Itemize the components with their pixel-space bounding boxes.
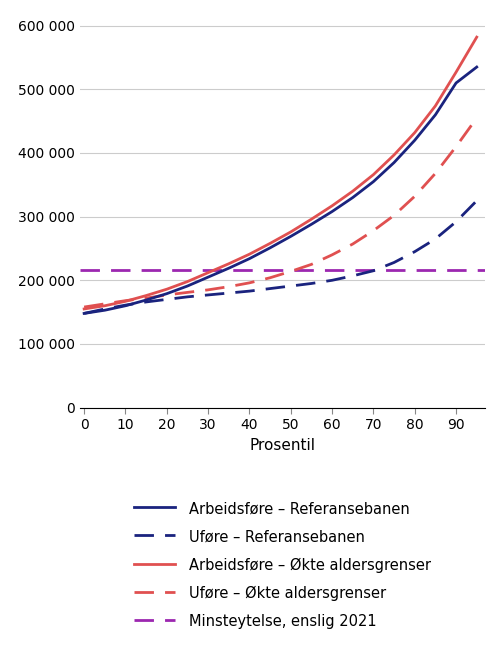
Legend: Arbeidsføre – Referansebanen, Uføre – Referansebanen, Arbeidsføre – Økte aldersg: Arbeidsføre – Referansebanen, Uføre – Re… (126, 494, 438, 637)
X-axis label: Prosentil: Prosentil (250, 437, 316, 453)
